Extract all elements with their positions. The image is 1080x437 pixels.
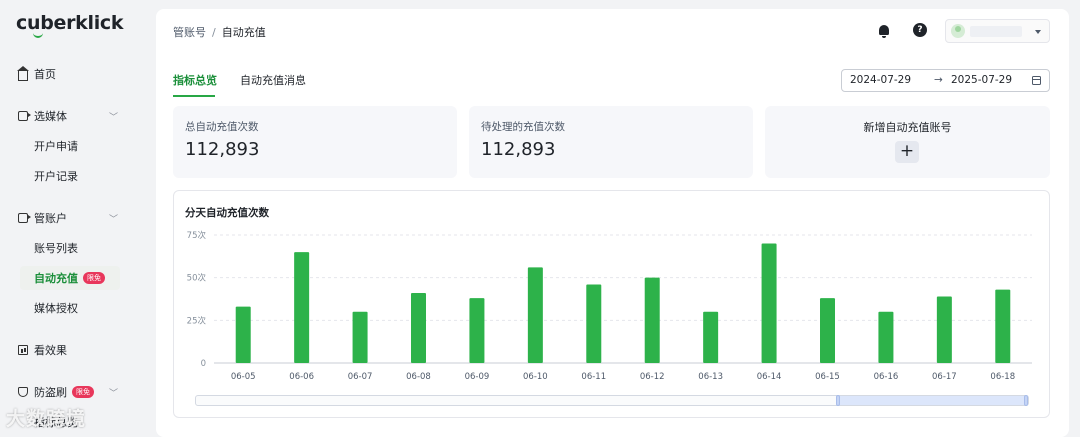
nav-accounts-group[interactable]: 管账户 ﹀ [0,206,130,230]
nav-media-label: 选媒体 [34,110,67,123]
help-icon[interactable]: ? [913,23,927,37]
nav-auto-recharge[interactable]: 自动充值 限免 [20,266,120,290]
stat-pending-label: 待处理的充值次数 [481,121,565,133]
x-tick-label: 06-13 [698,372,723,382]
bar-06-05[interactable] [235,306,251,363]
stat-card-pending: 待处理的充值次数 112,893 [469,106,753,178]
arrow-right-icon: → [934,74,943,86]
x-tick-label: 06-06 [289,372,314,382]
nav-anti-fraud-group[interactable]: 防盗刷 限免 ﹀ [0,380,130,404]
nav-anti-fraud-overview[interactable]: 指标总览 [34,416,78,429]
chevron-down-icon: ﹀ [108,389,118,399]
zoom-handle-right[interactable] [1024,395,1028,406]
bar-06-07[interactable] [352,311,368,363]
stat-card-total: 总自动充值次数 112,893 [173,106,457,178]
breadcrumb-current: 自动充值 [221,26,266,39]
x-tick-label: 06-12 [640,372,665,382]
bar-06-06[interactable] [294,252,310,363]
free-badge: 限免 [83,272,105,284]
add-account-label: 新增自动充值账号 [863,121,952,134]
x-tick-label: 06-07 [348,372,373,382]
x-tick-label: 06-17 [932,372,957,382]
nav-effects[interactable]: 看效果 [0,338,130,362]
bar-06-16[interactable] [878,311,894,363]
bar-06-09[interactable] [469,298,485,363]
stat-total-value: 112,893 [185,139,260,160]
date-start[interactable]: 2024-07-29 [850,74,912,86]
x-tick-label: 06-16 [874,372,899,382]
home-icon [17,65,29,81]
nav-media-authorization[interactable]: 媒体授权 [34,302,78,315]
nav-auto-recharge-label: 自动充值 [34,272,78,285]
sidebar: cuberklick 首页 选媒体 ﹀ 开户申请 开户记录 管账户 ﹀ 账号列表… [0,0,150,437]
bar-06-12[interactable] [644,277,660,363]
x-tick-label: 06-11 [581,372,606,382]
nav-open-account-records[interactable]: 开户记录 [34,170,78,183]
zoom-handle-left[interactable] [836,395,840,406]
breadcrumb-separator: / [212,26,216,39]
bar-06-10[interactable] [527,267,543,363]
active-tab-indicator [173,95,215,97]
chart-title: 分天自动充值次数 [185,207,269,219]
x-tick-label: 06-09 [465,372,490,382]
date-range-picker[interactable]: 2024-07-29 → 2025-07-29 [841,69,1050,92]
avatar [951,24,965,38]
breadcrumb-parent[interactable]: 管账号 [173,26,206,39]
x-tick-label: 06-14 [757,372,782,382]
video-icon [18,111,31,121]
stat-total-label: 总自动充值次数 [185,121,259,133]
watermark: 大数跨境 [6,408,87,430]
nav-media-group[interactable]: 选媒体 ﹀ [0,104,130,128]
y-tick-label: 75次 [187,230,207,241]
bar-06-17[interactable] [936,296,952,363]
x-tick-label: 06-08 [406,372,431,382]
chart-zoom-slider[interactable] [195,395,1029,406]
user-menu[interactable] [945,19,1050,43]
x-tick-label: 06-15 [815,372,840,382]
stat-card-add-account: 新增自动充值账号 + [765,106,1050,178]
tab-overview[interactable]: 指标总览 [173,74,217,87]
video-icon [18,213,31,223]
nav-anti-fraud-label: 防盗刷 [34,386,67,399]
nav-open-account-request[interactable]: 开户申请 [34,140,78,153]
calendar-icon [1032,76,1041,85]
nav-account-list[interactable]: 账号列表 [34,242,78,255]
bar-chart: 0 25次 50次 75次 06-05 06-06 06-07 06-08 06-09 06-10… [187,230,1032,382]
date-end[interactable]: 2025-07-29 [951,74,1013,86]
chart-icon [18,345,28,355]
chevron-down-icon: ﹀ [108,215,118,225]
bell-icon[interactable] [879,25,889,38]
zoom-selected-range[interactable] [838,396,1028,405]
y-tick-label: 0 [201,359,206,369]
shield-icon [18,387,28,397]
bar-06-14[interactable] [761,243,777,363]
chevron-down-icon: ﹀ [108,113,118,123]
nav-accounts-label: 管账户 [34,212,67,225]
tab-recharge-messages[interactable]: 自动充值消息 [240,74,306,87]
x-tick-label: 06-18 [990,372,1015,382]
user-name-redacted [970,26,1022,37]
stat-pending-value: 112,893 [481,139,556,160]
bar-06-15[interactable] [820,298,835,363]
bar-06-11[interactable] [586,284,602,363]
bar-06-13[interactable] [703,311,719,363]
y-tick-label: 25次 [187,315,207,326]
add-account-button[interactable]: + [895,141,919,163]
logo-smile-mark [33,33,43,38]
x-tick-label: 06-10 [523,372,548,382]
x-tick-label: 06-05 [231,372,256,382]
nav-effects-label: 看效果 [34,344,67,357]
nav-home-label: 首页 [34,68,56,81]
free-badge: 限免 [72,386,94,398]
app-logo[interactable]: cuberklick [16,12,124,34]
y-tick-label: 50次 [187,273,207,284]
breadcrumb: 管账号 / 自动充值 [173,24,266,40]
main-panel: 管账号 / 自动充值 ? 指标总览 自动充值消息 2024-07-29 → 2025… [156,9,1069,437]
caret-down-icon [1035,30,1041,34]
nav-home[interactable]: 首页 [0,62,130,86]
bar-06-18[interactable] [995,289,1011,363]
daily-recharge-chart-card: 分天自动充值次数 0 25次 50次 75次 06-05 06-06 06-07 06-08 0… [173,190,1050,418]
bar-06-08[interactable] [411,293,426,363]
